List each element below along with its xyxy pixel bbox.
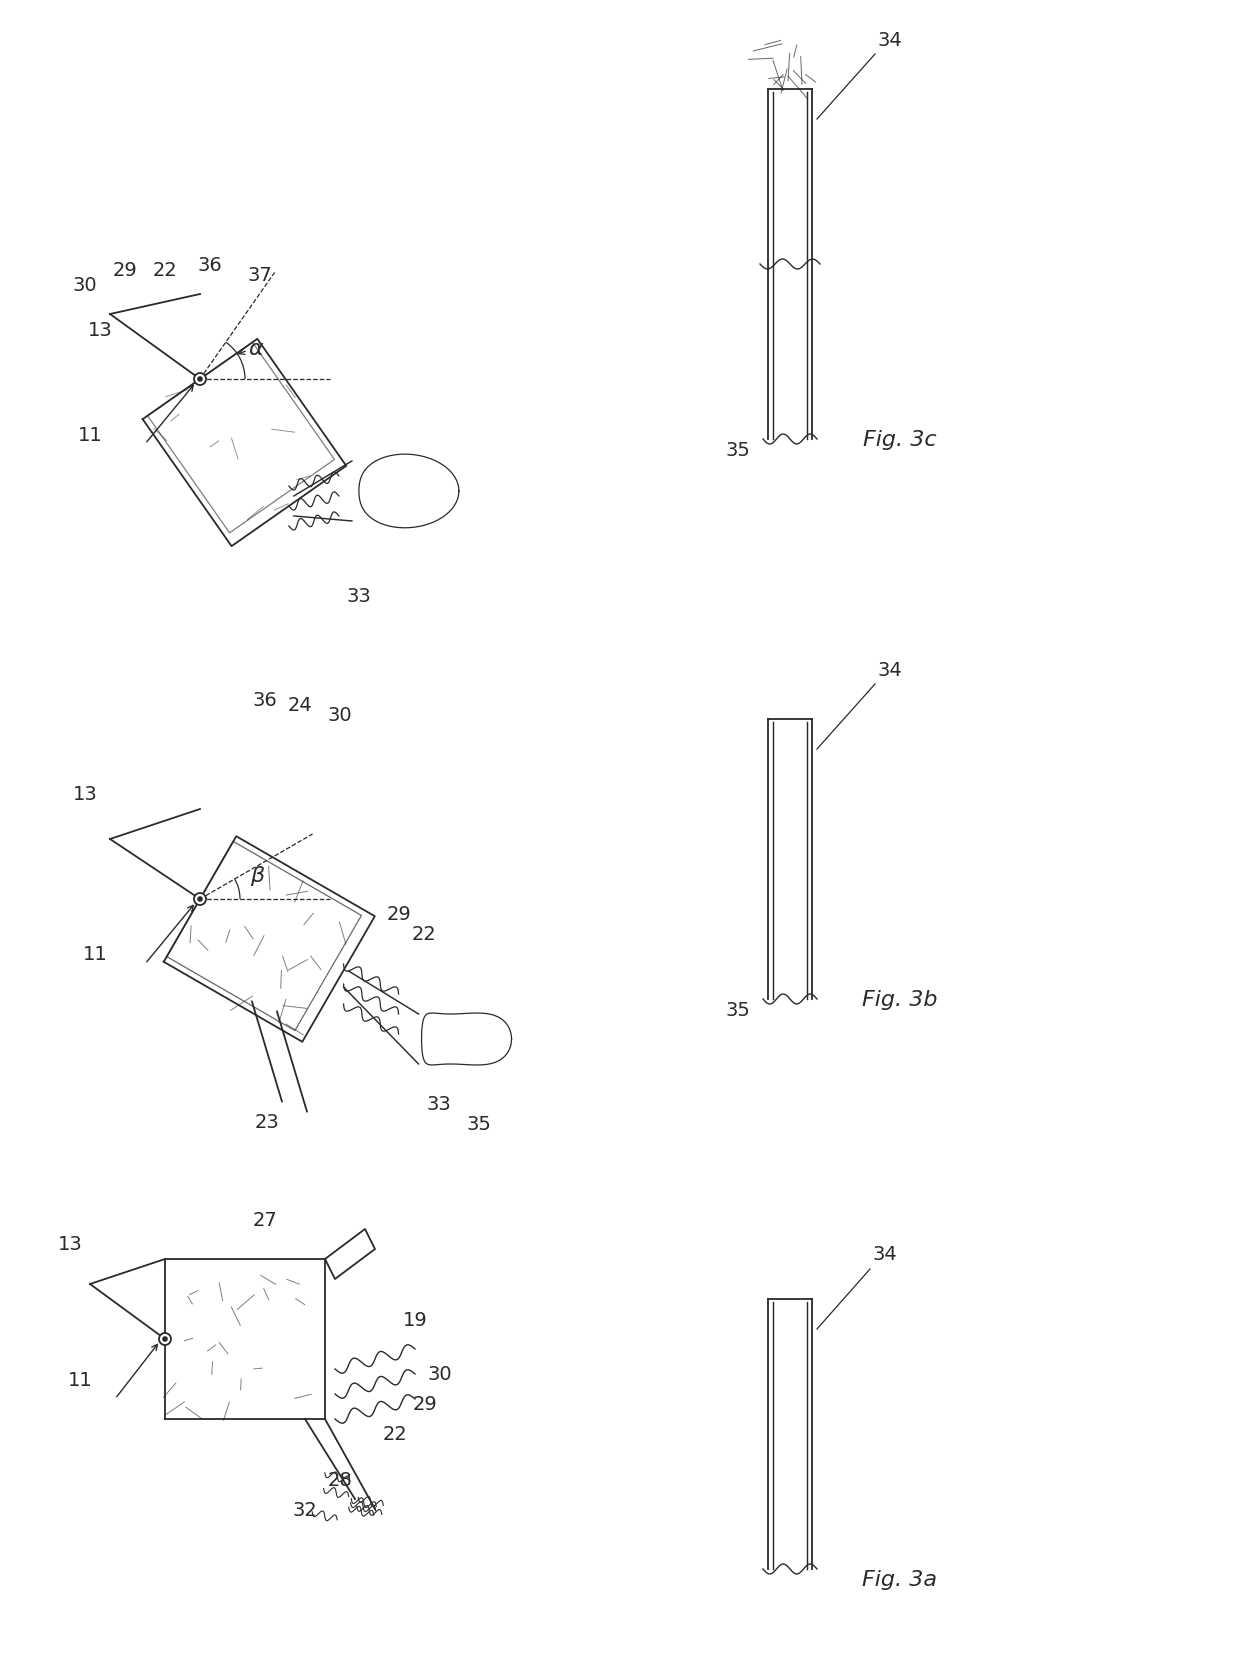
Text: 29: 29 — [386, 905, 410, 923]
Text: 29: 29 — [413, 1395, 438, 1414]
Text: 34: 34 — [873, 1245, 898, 1263]
Text: 28: 28 — [327, 1469, 352, 1489]
Text: 35: 35 — [466, 1114, 491, 1134]
Circle shape — [159, 1333, 171, 1345]
Text: 23: 23 — [254, 1113, 279, 1131]
Text: 32: 32 — [293, 1499, 317, 1519]
Circle shape — [162, 1337, 167, 1342]
Text: 19: 19 — [403, 1310, 428, 1328]
Text: Fig. 3c: Fig. 3c — [863, 430, 936, 450]
Text: 30: 30 — [327, 704, 352, 724]
Text: 34: 34 — [878, 661, 903, 679]
Text: Fig. 3b: Fig. 3b — [862, 989, 937, 1009]
Text: 35: 35 — [725, 440, 750, 458]
Text: 13: 13 — [88, 320, 113, 340]
Text: 34: 34 — [878, 30, 903, 50]
Text: Fig. 3a: Fig. 3a — [863, 1569, 937, 1589]
Text: 11: 11 — [78, 425, 103, 445]
Text: 35: 35 — [725, 1000, 750, 1019]
Text: $\beta$: $\beta$ — [250, 863, 265, 887]
Text: 33: 33 — [346, 587, 371, 606]
Text: 22: 22 — [153, 261, 177, 279]
Text: 13: 13 — [57, 1235, 82, 1253]
Text: 36: 36 — [197, 256, 222, 274]
Text: $\alpha$: $\alpha$ — [248, 340, 264, 358]
Text: 11: 11 — [68, 1370, 92, 1389]
Text: 29: 29 — [113, 261, 138, 279]
Circle shape — [193, 373, 206, 386]
Circle shape — [193, 893, 206, 905]
Text: 37: 37 — [248, 266, 273, 284]
Text: 22: 22 — [383, 1425, 408, 1444]
Text: 30: 30 — [73, 276, 97, 294]
Text: 24: 24 — [288, 694, 312, 714]
Text: 13: 13 — [73, 785, 98, 805]
Text: 36: 36 — [253, 689, 278, 709]
Circle shape — [198, 378, 202, 381]
Text: 27: 27 — [253, 1210, 278, 1228]
Circle shape — [198, 897, 202, 902]
Text: 33: 33 — [427, 1094, 451, 1114]
Text: 30: 30 — [428, 1365, 453, 1384]
Text: 22: 22 — [412, 925, 436, 944]
Text: 11: 11 — [83, 945, 108, 964]
